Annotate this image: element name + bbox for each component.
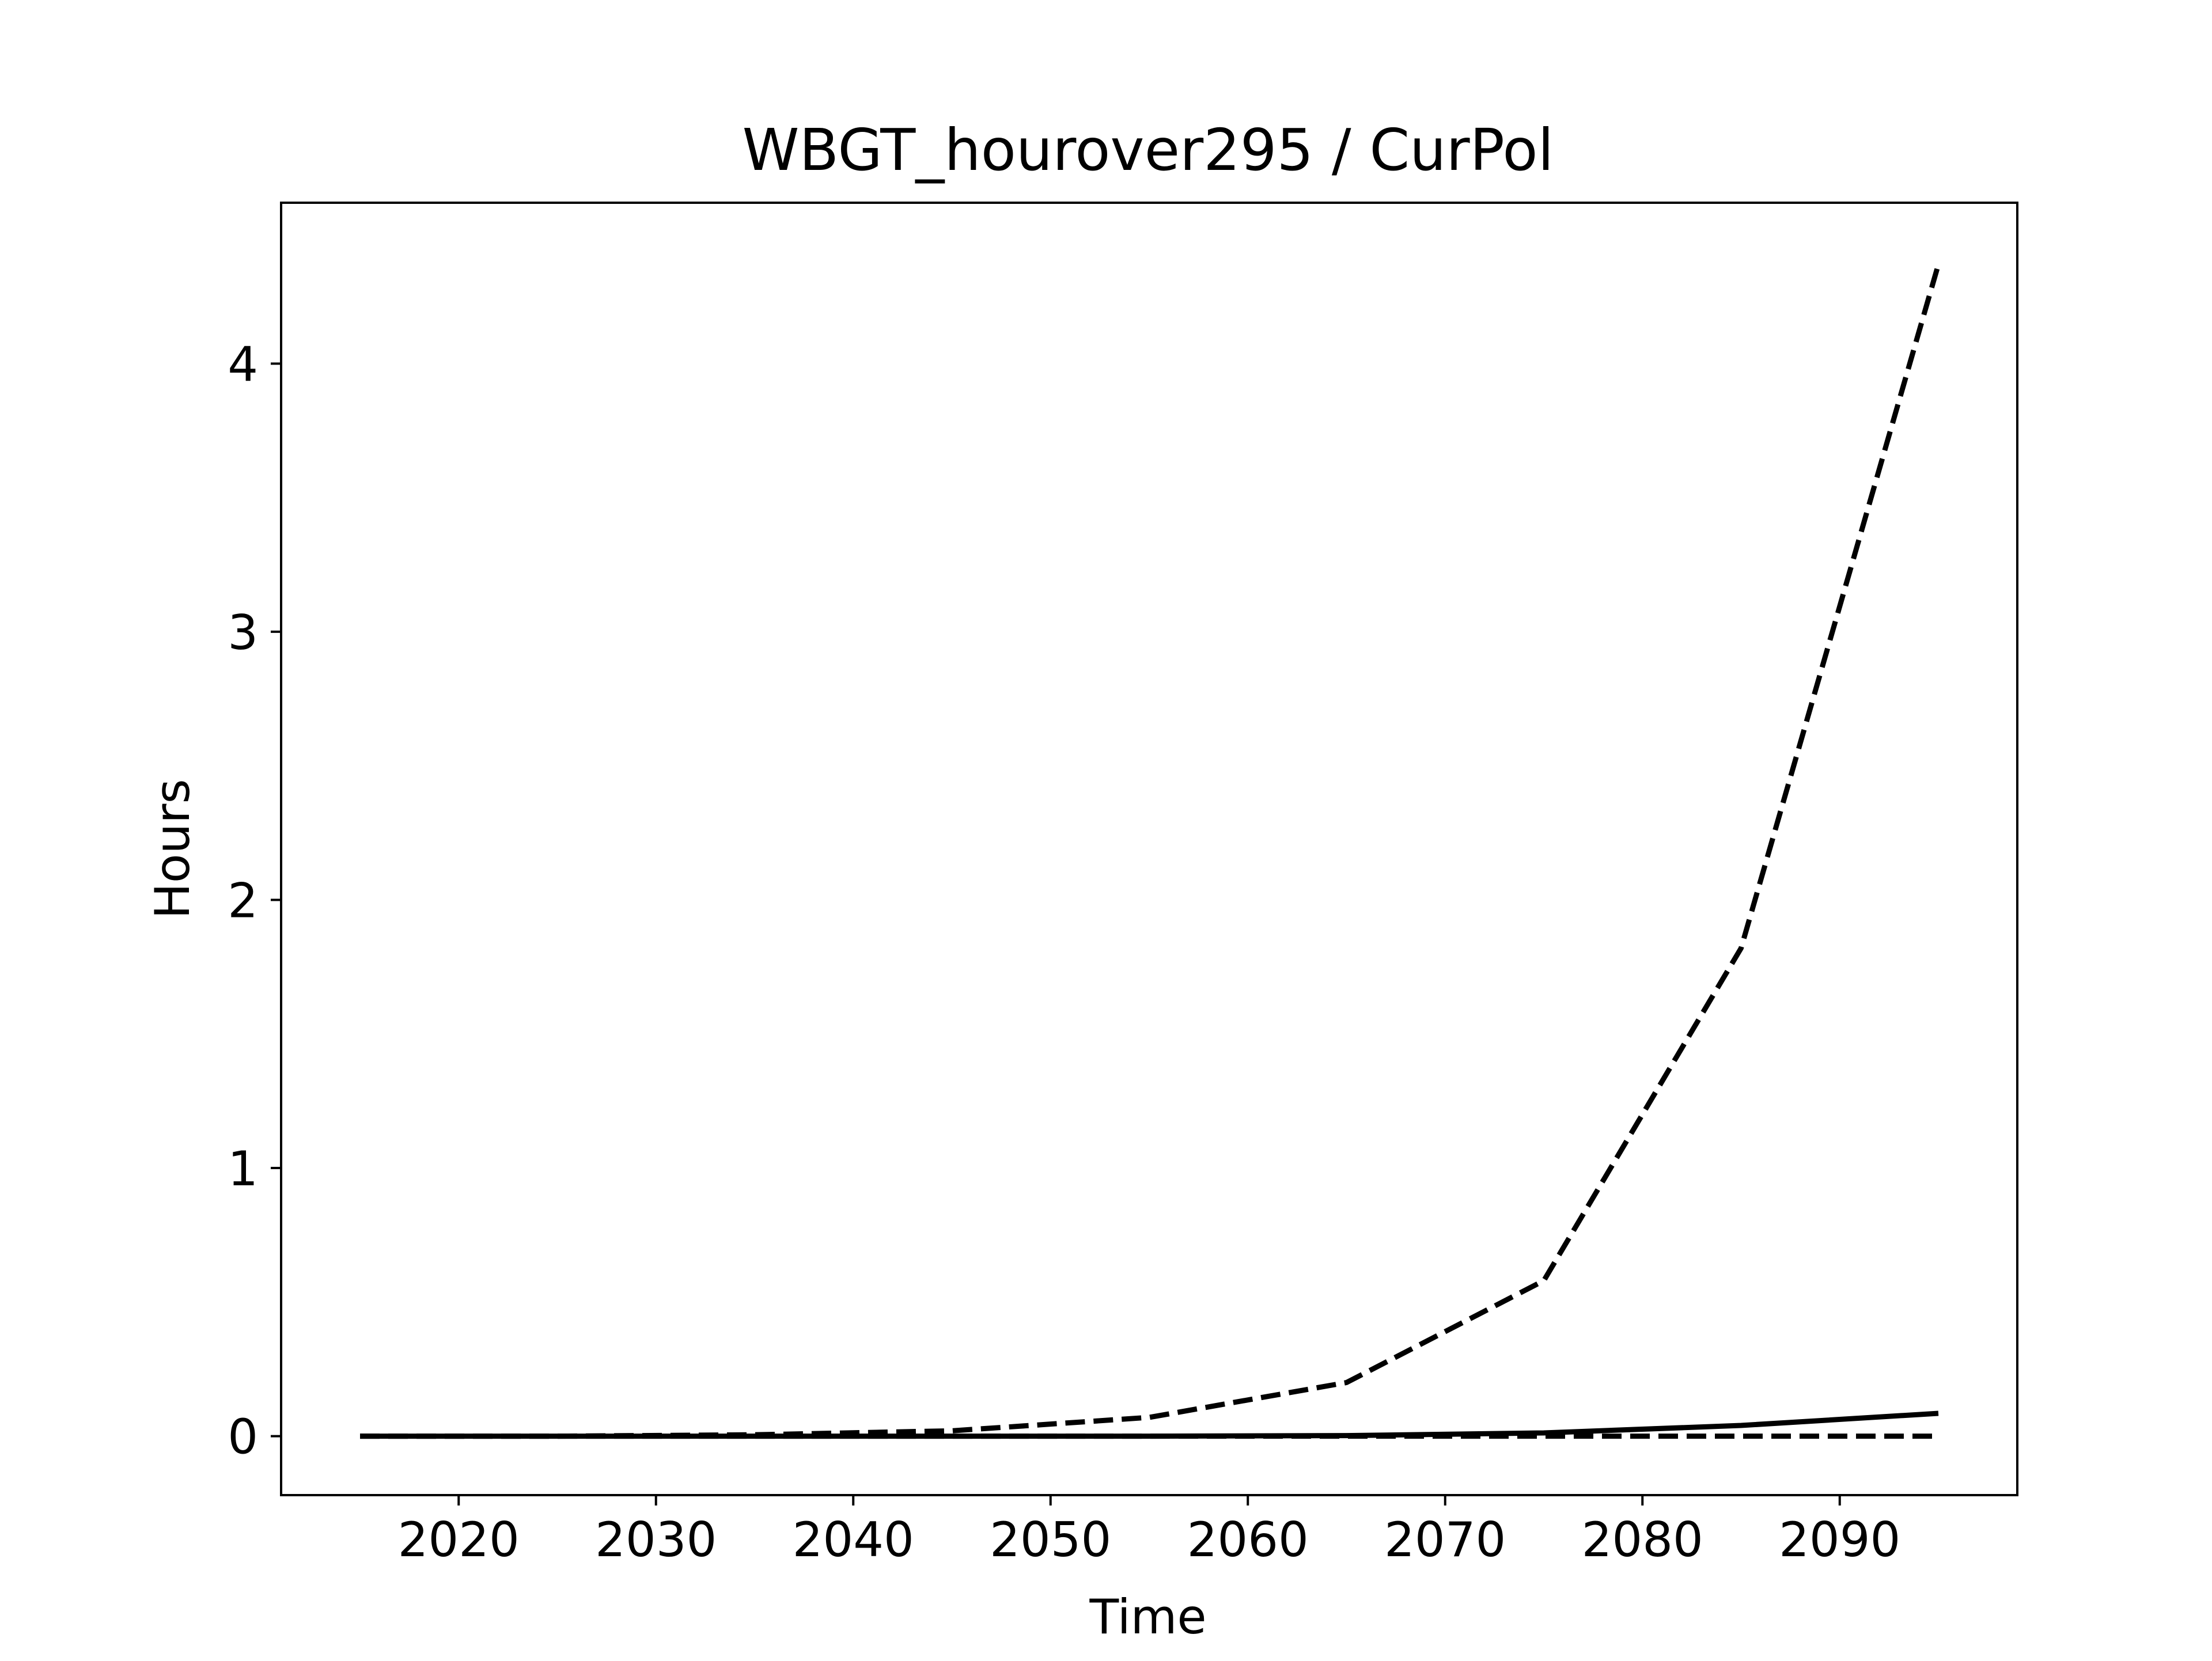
- y-tick-label: 3: [228, 605, 258, 661]
- series-line-1: [360, 263, 1941, 1439]
- y-tick-label: 0: [228, 1409, 258, 1465]
- y-tick-label: 1: [228, 1141, 258, 1197]
- x-tick-label: 2040: [793, 1512, 914, 1568]
- x-tick-label: 2030: [595, 1512, 717, 1568]
- y-tick-label: 4: [228, 336, 258, 392]
- x-tick-label: 2070: [1384, 1512, 1506, 1568]
- x-tick-label: 2060: [1187, 1512, 1309, 1568]
- ticks-layer: 2020 2030 2040 2050 2060 2070 2080 2090 0 1 2 3 4: [228, 336, 1900, 1568]
- plot-frame: [280, 202, 2018, 1496]
- x-tick-label: 2050: [990, 1512, 1111, 1568]
- series-layer: [360, 263, 1941, 1439]
- series-line-2: [360, 1410, 1939, 1439]
- x-tick-label: 2020: [398, 1512, 520, 1568]
- x-tick-label: 2080: [1582, 1512, 1703, 1568]
- y-tick-label: 2: [228, 873, 258, 928]
- x-tick-label: 2090: [1779, 1512, 1900, 1568]
- y-axis-label: Hours: [145, 779, 200, 919]
- chart-title: WBGT_hourover295 / CurPol: [743, 116, 1554, 184]
- x-axis-label: Time: [1089, 1589, 1206, 1645]
